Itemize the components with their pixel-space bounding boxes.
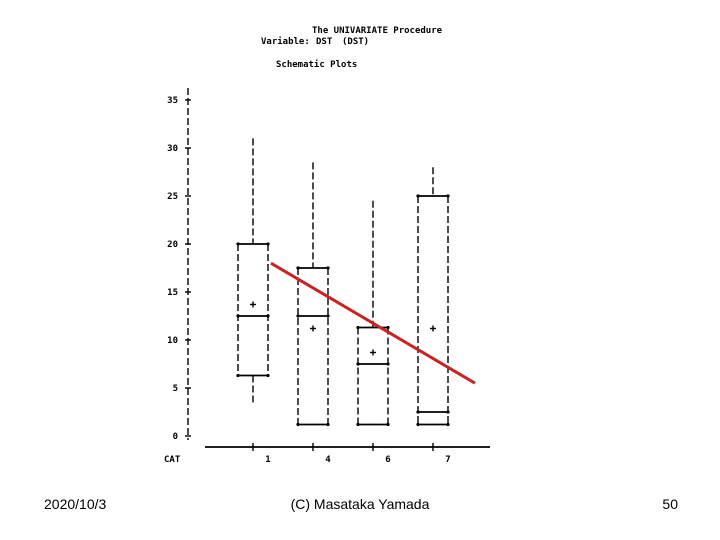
- box-corner: [266, 242, 270, 246]
- variable-label: Variable:: [261, 36, 310, 47]
- box-corner: [266, 373, 270, 378]
- x-axis-label: CAT: [164, 455, 181, 465]
- y-tick-label: 10: [167, 336, 178, 346]
- y-tick-label: 20: [167, 240, 178, 250]
- box-corner: [356, 325, 360, 330]
- box-corner: [326, 422, 330, 427]
- box-corner: [446, 422, 450, 427]
- plot-title: Schematic Plots: [276, 59, 357, 70]
- box-corner: [386, 325, 390, 330]
- box-corner: [416, 422, 420, 427]
- box-corner: [236, 373, 240, 378]
- box-corner: [356, 362, 360, 366]
- box-corner: [386, 362, 390, 366]
- variable-name: DST: [316, 37, 333, 47]
- box-corner: [296, 266, 300, 270]
- box-corner: [356, 422, 360, 427]
- box-corner: [416, 194, 420, 198]
- x-tick-label: 1: [265, 455, 270, 465]
- trend-line: [270, 261, 476, 385]
- footer-credit: (C) Masataka Yamada: [290, 496, 430, 512]
- box-corner: [236, 314, 240, 318]
- page-number: 50: [662, 496, 678, 512]
- y-tick-label: 30: [167, 144, 178, 154]
- box-corner: [446, 410, 450, 414]
- footer-date: 2020/10/3: [44, 496, 107, 512]
- variable-paren: (DST): [342, 37, 369, 47]
- box-corner: [386, 422, 390, 427]
- box-corner: [326, 266, 330, 270]
- x-tick-label: 6: [385, 455, 390, 465]
- box-corner: [266, 314, 270, 318]
- y-tick-label: 0: [173, 432, 178, 442]
- box-corner: [326, 314, 330, 318]
- box-corner: [416, 410, 420, 414]
- box-corner: [446, 194, 450, 198]
- procedure-title: The UNIVARIATE Procedure: [312, 26, 443, 36]
- box-corner: [296, 314, 300, 318]
- y-tick-label: 5: [173, 384, 178, 394]
- box-corner: [236, 242, 240, 246]
- box-corner: [296, 422, 300, 427]
- x-tick-label: 7: [445, 455, 450, 465]
- y-tick-label: 15: [167, 288, 178, 298]
- y-tick-label: 35: [167, 96, 178, 106]
- x-tick-label: 4: [325, 455, 331, 465]
- y-tick-label: 25: [167, 192, 178, 202]
